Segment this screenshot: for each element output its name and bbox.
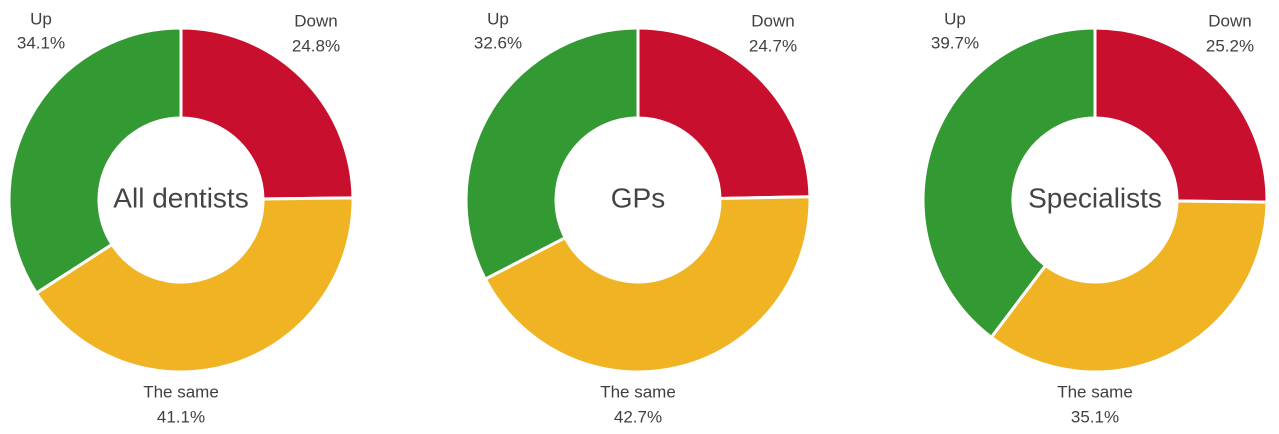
value-label: 35.1% <box>1071 407 1119 426</box>
donut-segment <box>636 26 812 200</box>
chart-title: Specialists <box>1028 182 1162 213</box>
donut-segment <box>989 199 1269 374</box>
category-label: The same <box>143 382 219 401</box>
category-label: Up <box>30 9 52 28</box>
donut-segment <box>483 195 812 374</box>
category-label: Down <box>294 11 337 30</box>
donut-segment <box>7 26 183 296</box>
category-label: Down <box>751 11 794 30</box>
category-label: Up <box>487 9 509 28</box>
chart-title: GPs <box>611 182 665 213</box>
category-label: Down <box>1208 11 1251 30</box>
value-label: 32.6% <box>474 33 522 52</box>
value-label: 25.2% <box>1206 36 1254 55</box>
value-label: 24.7% <box>749 36 797 55</box>
category-label: Up <box>944 9 966 28</box>
category-label: The same <box>1057 382 1133 401</box>
value-label: 42.7% <box>614 407 662 426</box>
category-label: The same <box>600 382 676 401</box>
value-label: 41.1% <box>157 407 205 426</box>
donut-segment <box>464 26 640 282</box>
value-label: 39.7% <box>931 33 979 52</box>
donut-segment <box>34 196 355 374</box>
chart-title: All dentists <box>113 182 248 213</box>
donut-segment <box>179 26 355 201</box>
donut-segment <box>1093 26 1269 204</box>
value-label: 24.8% <box>292 36 340 55</box>
donut-segment <box>921 26 1097 340</box>
value-label: 34.1% <box>17 33 65 52</box>
